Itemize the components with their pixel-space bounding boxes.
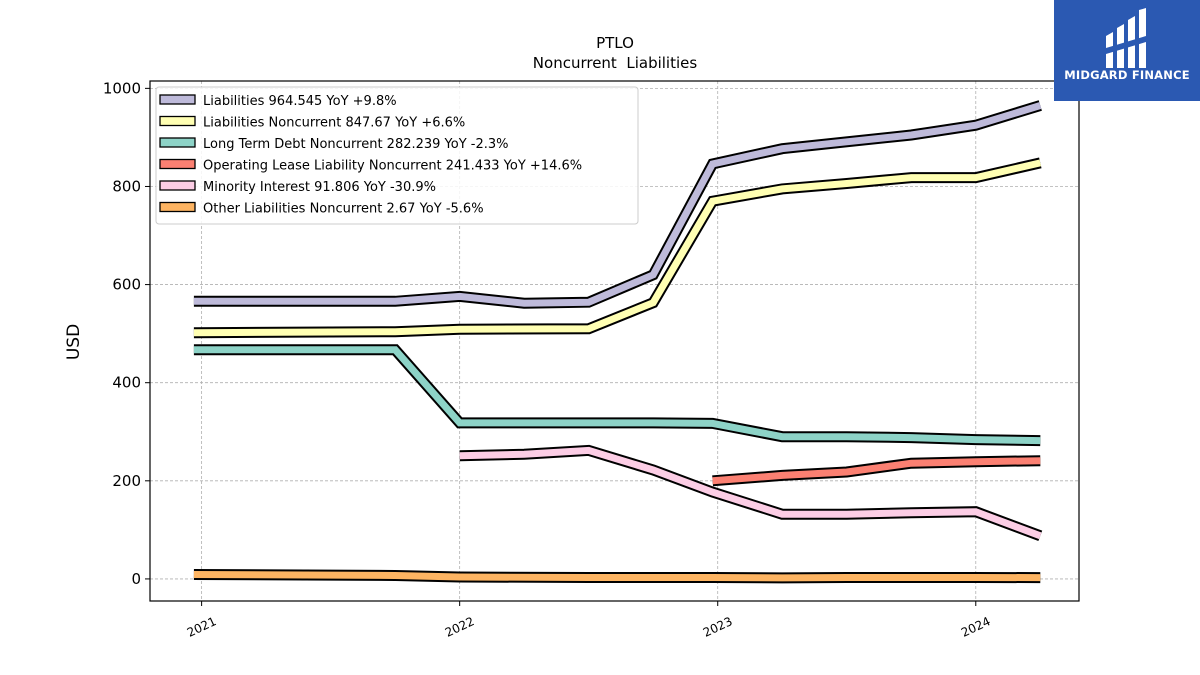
x-tick-label: 2022 — [443, 614, 477, 640]
plot-frame — [149, 80, 1080, 602]
legend-box — [155, 86, 639, 225]
series-line-1 — [193, 159, 1042, 337]
legend-label-3: Operating Lease Liability Noncurrent 241… — [203, 159, 582, 174]
legend-swatch-1 — [159, 115, 196, 127]
logo-text: MIDGARD FINANCE — [1064, 68, 1190, 82]
series-line-3 — [712, 457, 1041, 485]
brand-logo: MIDGARD FINANCE — [1054, 0, 1200, 101]
legend-swatch-2 — [159, 137, 196, 148]
legend-swatch-0 — [159, 94, 196, 105]
y-axis-label: USD — [64, 324, 84, 360]
series-outline-2 — [193, 344, 1041, 447]
y-tick-label: 1000 — [103, 79, 141, 97]
y-tick-label: 200 — [112, 472, 141, 490]
legend-label-2: Long Term Debt Noncurrent 282.239 YoY -2… — [203, 137, 509, 152]
x-tick-label: 2024 — [959, 614, 993, 640]
legend-label-0: Liabilities 964.545 YoY +9.8% — [203, 94, 397, 109]
y-tick-label: 600 — [112, 276, 141, 294]
series-line-4 — [459, 446, 1042, 540]
chart-title: PTLO — [596, 34, 634, 52]
legend: Liabilities 964.545 YoY +9.8% Liabilities… — [155, 86, 639, 225]
series-group — [193, 100, 1043, 584]
series-line-5 — [193, 571, 1041, 582]
series-line-2 — [193, 346, 1041, 445]
legend-swatch-4 — [159, 180, 196, 191]
y-tick-label: 0 — [131, 570, 141, 588]
logo-mark-icon — [1106, 8, 1146, 68]
y-tick-label: 800 — [112, 177, 141, 195]
y-tick-label: 400 — [112, 374, 141, 392]
chart-subtitle: Noncurrent Liabilities — [533, 54, 698, 72]
x-tick-label: 2023 — [701, 614, 735, 640]
legend-swatch-5 — [159, 201, 196, 213]
series-line-0 — [193, 102, 1042, 307]
legend-label-1: Liabilities Noncurrent 847.67 YoY +6.6% — [203, 116, 465, 131]
legend-label-4: Minority Interest 91.806 YoY -30.9% — [203, 180, 436, 195]
legend-swatch-3 — [159, 158, 196, 170]
x-tick-label: 2021 — [185, 614, 219, 640]
legend-label-5: Other Liabilities Noncurrent 2.67 YoY -5… — [203, 202, 484, 217]
